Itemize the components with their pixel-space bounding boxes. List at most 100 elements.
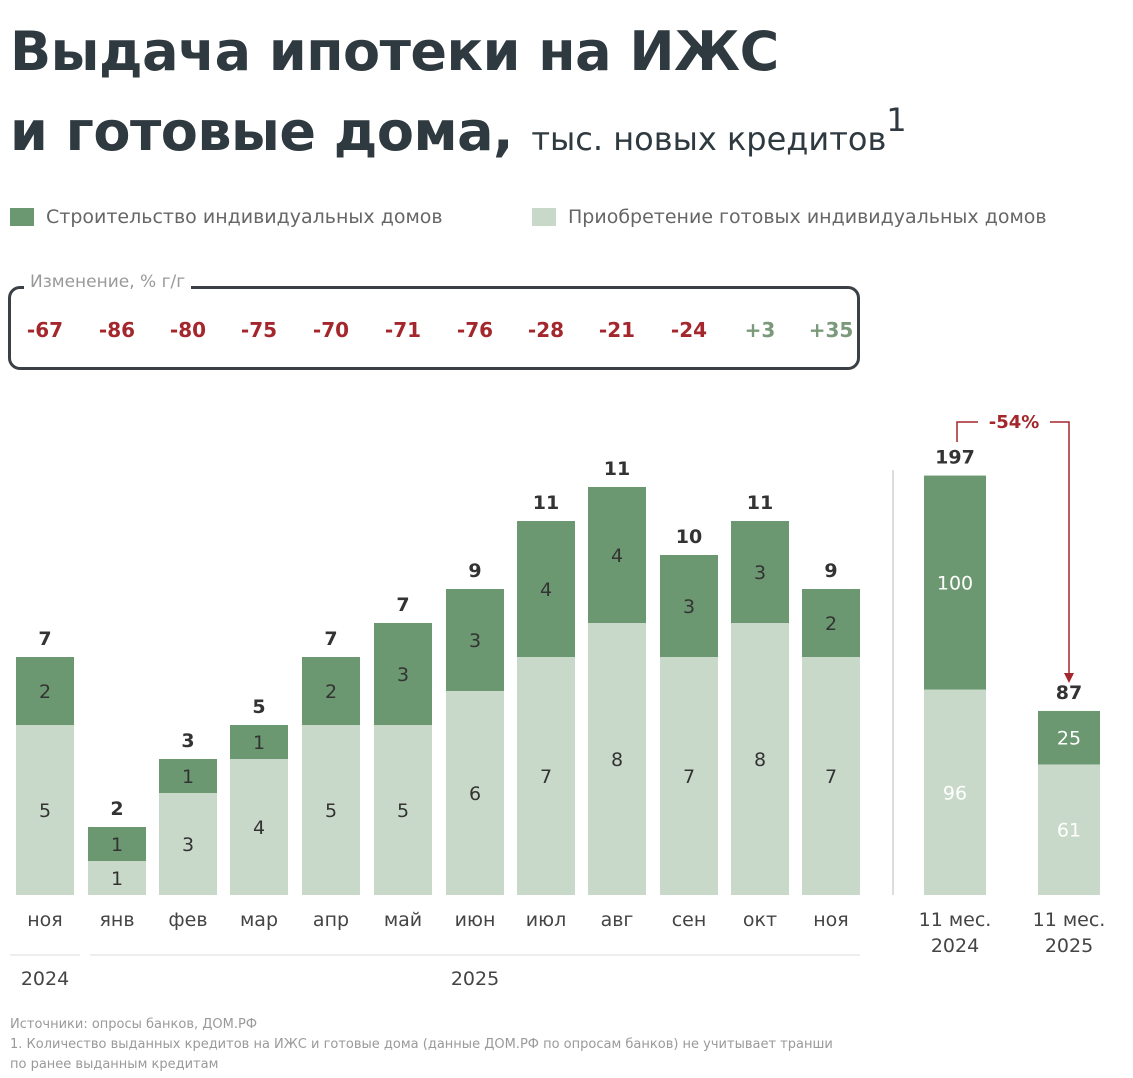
change-label: Изменение, % г/г: [24, 272, 192, 292]
change-bracket-left: [956, 421, 978, 442]
label-ready: 3: [182, 834, 194, 856]
legend-swatch-construction: [10, 208, 34, 226]
x-tick-label: июл: [526, 909, 567, 931]
year-label: 2025: [451, 968, 499, 990]
summary-change-label: -54%: [989, 412, 1040, 433]
bar-ready: [588, 623, 646, 895]
sources-note: Источники: опросы банков, ДОМ.РФ: [10, 1017, 258, 1032]
summary-bar-construction: [1038, 710, 1100, 765]
footnote-1: 1. Количество выданных кредитов на ИЖС и…: [10, 1037, 833, 1052]
title-line2: и готовые дома,: [10, 100, 514, 163]
x-tick-label: авг: [601, 909, 634, 931]
change-value: -67: [26, 318, 64, 342]
label-ready: 1: [111, 868, 123, 890]
bar-ready: [230, 759, 288, 895]
label-total: 9: [468, 560, 481, 582]
label-construction: 2: [39, 681, 51, 703]
summary-x-label: 11 мес.: [919, 909, 992, 931]
label-construction: 3: [683, 596, 695, 618]
label-ready: 6: [469, 783, 481, 805]
summary-label-ready: 96: [943, 782, 967, 804]
bar-construction: [16, 657, 74, 725]
change-value: -76: [456, 318, 494, 342]
year-label: 2024: [21, 968, 69, 990]
bar-chart: 527ноя112янв313фев415мар527апр537май639и…: [10, 412, 1106, 990]
label-construction: 2: [325, 681, 337, 703]
x-tick-label: апр: [313, 909, 349, 931]
label-construction: 4: [540, 579, 552, 601]
label-construction: 1: [111, 834, 123, 856]
label-construction: 4: [611, 545, 623, 567]
x-tick-label: янв: [99, 909, 134, 931]
bar-construction: [302, 657, 360, 725]
arrow-head-icon: [1064, 672, 1074, 683]
label-total: 5: [252, 696, 265, 718]
change-value: -24: [670, 318, 708, 342]
bar-ready: [660, 657, 718, 895]
bar-construction: [446, 589, 504, 691]
label-construction: 1: [182, 766, 194, 788]
label-ready: 5: [397, 800, 409, 822]
bar-ready: [517, 657, 575, 895]
summary-label-total: 197: [935, 447, 975, 469]
bar-construction: [588, 487, 646, 623]
label-ready: 5: [325, 800, 337, 822]
x-tick-label: июн: [455, 909, 496, 931]
bar-construction: [159, 759, 217, 793]
label-ready: 8: [754, 749, 766, 771]
label-total: 11: [533, 492, 559, 514]
change-value: -21: [598, 318, 636, 342]
label-construction: 3: [754, 562, 766, 584]
label-construction: 3: [397, 664, 409, 686]
bar-construction: [660, 555, 718, 657]
legend-swatch-ready: [532, 208, 556, 226]
bar-construction: [374, 623, 432, 725]
title-unit: тыс. новых кредитов: [531, 120, 887, 158]
footnote-1-cont: по ранее выданным кредитам: [10, 1057, 219, 1072]
label-total: 7: [324, 628, 337, 650]
change-box: [8, 286, 860, 370]
bar-construction: [802, 589, 860, 657]
bar-construction: [517, 521, 575, 657]
change-value: +3: [744, 318, 776, 342]
summary-label-ready: 61: [1057, 820, 1081, 842]
label-ready: 7: [825, 766, 837, 788]
legend-label: Приобретение готовых индивидуальных домо…: [568, 206, 1047, 228]
bar-ready: [374, 725, 432, 895]
label-ready: 7: [683, 766, 695, 788]
legend-label: Строительство индивидуальных домов: [46, 206, 443, 228]
bar-construction: [230, 725, 288, 759]
legend-item-ready: Приобретение готовых индивидуальных домо…: [532, 206, 1047, 228]
x-tick-label: фев: [168, 909, 207, 931]
summary-x-label: 2024: [931, 935, 979, 957]
label-total: 10: [676, 526, 702, 548]
label-ready: 4: [253, 817, 265, 839]
change-value: -28: [527, 318, 565, 342]
chart-title: Выдача ипотеки на ИЖС и готовые дома, ты…: [10, 18, 907, 173]
summary-bar-construction: [924, 475, 986, 690]
change-value: -70: [312, 318, 350, 342]
summary-bar-ready: [1038, 764, 1100, 895]
x-tick-label: май: [384, 909, 422, 931]
change-value: -75: [240, 318, 278, 342]
label-total: 7: [396, 594, 409, 616]
change-value: -80: [169, 318, 207, 342]
label-total: 11: [747, 492, 773, 514]
label-construction: 1: [253, 732, 265, 754]
summary-label-construction: 25: [1057, 728, 1081, 750]
change-bracket-right: [1050, 421, 1070, 676]
summary-label-total: 87: [1056, 682, 1082, 704]
bar-ready: [302, 725, 360, 895]
x-tick-label: сен: [672, 909, 707, 931]
bar-ready: [16, 725, 74, 895]
summary-x-label: 11 мес.: [1033, 909, 1106, 931]
change-value: +35: [808, 318, 854, 342]
summary-label-construction: 100: [937, 573, 973, 595]
x-tick-label: окт: [743, 909, 777, 931]
summary-bar-ready: [924, 689, 986, 895]
label-total: 11: [604, 458, 630, 480]
bar-ready: [731, 623, 789, 895]
bar-ready: [802, 657, 860, 895]
label-construction: 2: [825, 613, 837, 635]
label-ready: 5: [39, 800, 51, 822]
